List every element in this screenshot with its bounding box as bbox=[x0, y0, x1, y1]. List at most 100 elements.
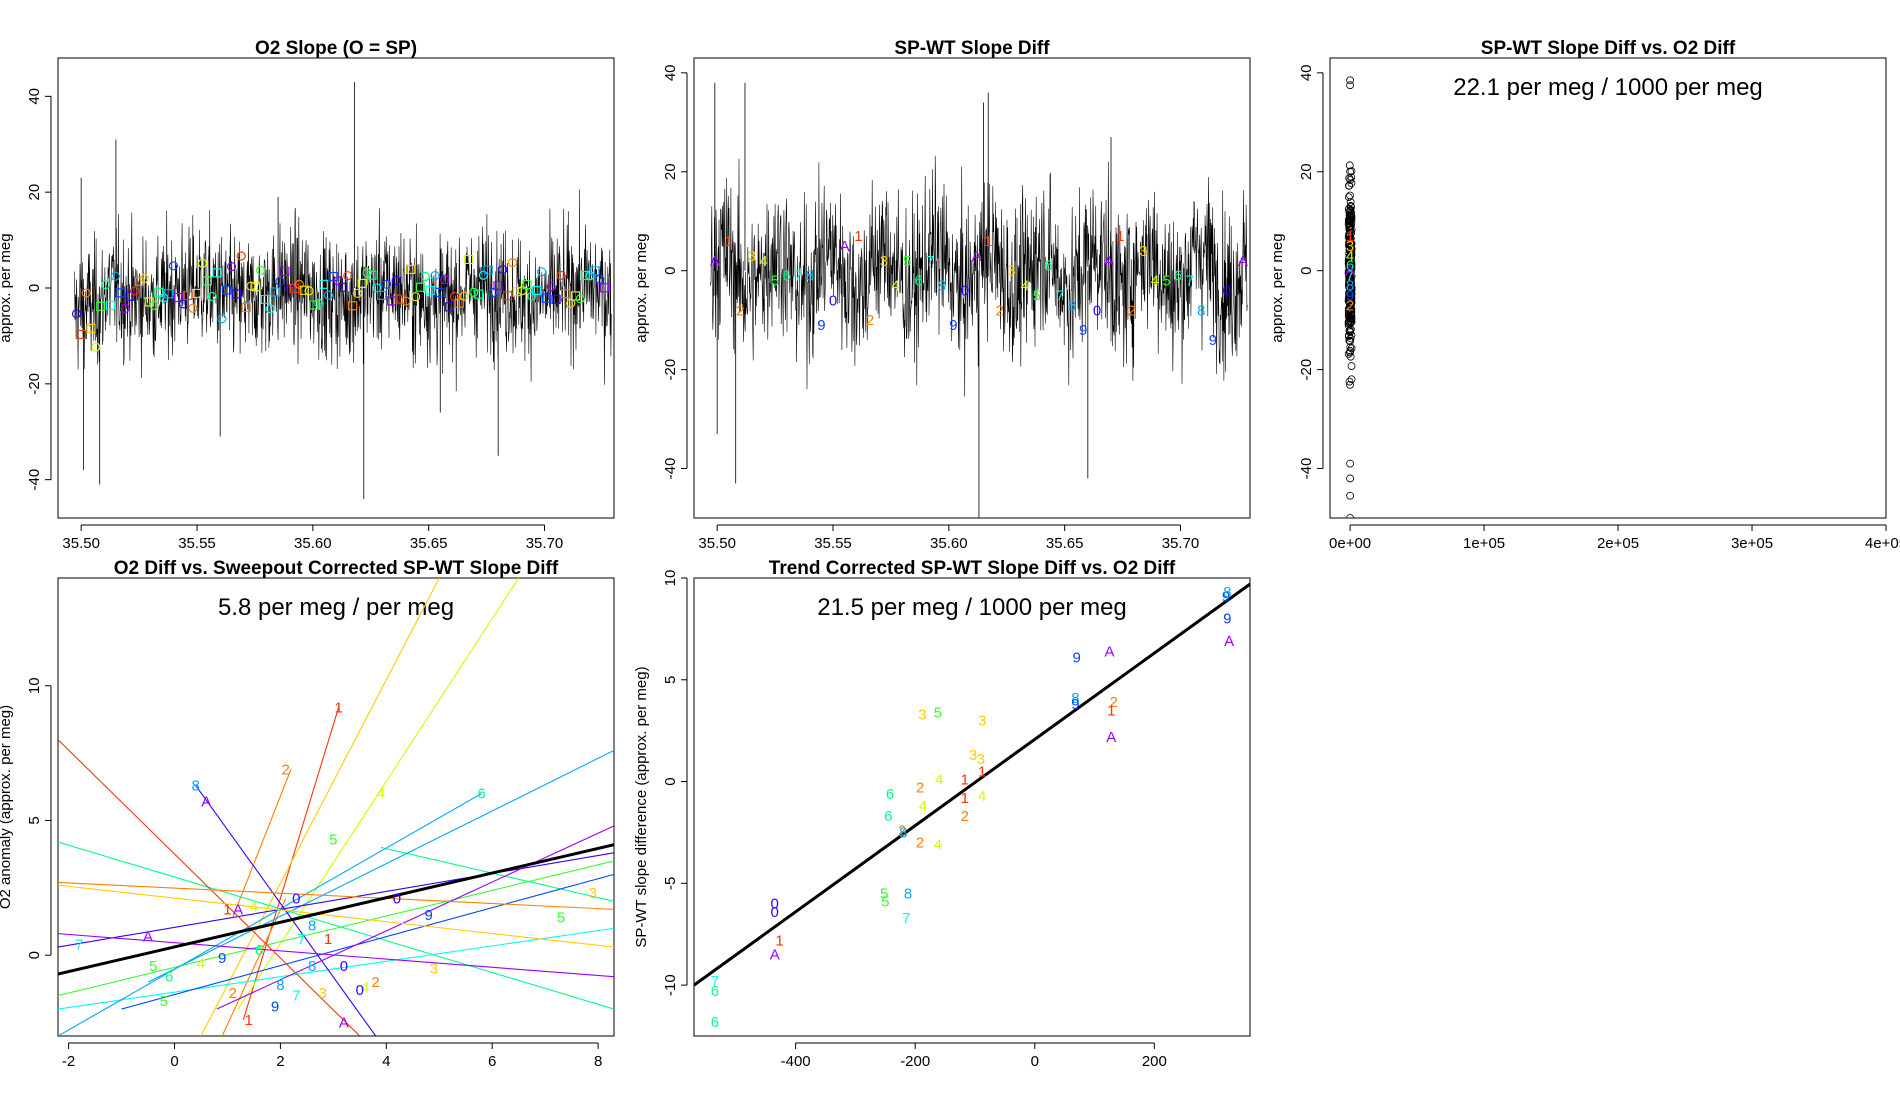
square-marker bbox=[503, 291, 513, 301]
square-marker bbox=[561, 289, 571, 299]
series-line bbox=[58, 739, 361, 1036]
point-label: A bbox=[770, 947, 780, 964]
fit-line bbox=[694, 582, 1250, 987]
square-marker bbox=[222, 285, 232, 295]
series-line bbox=[58, 841, 614, 1010]
point-label: 3 bbox=[319, 985, 327, 1002]
scatter-point bbox=[1344, 220, 1353, 229]
point-label: 8 bbox=[192, 777, 200, 794]
y-tick-label: 10 bbox=[662, 570, 679, 587]
scatter-point bbox=[1346, 317, 1355, 326]
x-axis: -400 -200 0 200 bbox=[781, 1042, 1167, 1070]
y-tick-label: 20 bbox=[26, 184, 43, 201]
square-marker bbox=[163, 289, 174, 299]
point-label: 3 bbox=[1346, 238, 1354, 255]
scatter-point bbox=[1345, 331, 1353, 340]
series-line bbox=[121, 873, 614, 1010]
square-marker bbox=[202, 276, 212, 286]
point-label: 1 bbox=[1346, 228, 1354, 245]
point-label: 2 bbox=[229, 985, 237, 1002]
circle-marker bbox=[207, 291, 217, 302]
square-marker bbox=[483, 265, 493, 275]
square-marker bbox=[260, 294, 271, 305]
point-label: 0 bbox=[356, 982, 364, 999]
point-label: 0 bbox=[393, 891, 401, 908]
point-label: 3 bbox=[977, 751, 985, 768]
x-tick-label: 35.55 bbox=[178, 535, 216, 552]
x-tick-label: -2 bbox=[62, 1053, 75, 1070]
chart-title: SP-WT Slope Diff vs. O2 Diff bbox=[1481, 38, 1736, 59]
plot-frame bbox=[693, 57, 1251, 519]
point-label: 0 bbox=[1223, 282, 1231, 299]
point-label: 6 bbox=[1044, 258, 1052, 275]
scatter-point bbox=[1345, 283, 1354, 291]
circle-marker bbox=[401, 296, 411, 306]
x-tick-label: -200 bbox=[900, 1053, 930, 1070]
x-tick-label: 2e+05 bbox=[1597, 535, 1639, 552]
square-marker bbox=[270, 287, 280, 297]
scatter-point bbox=[1345, 279, 1354, 288]
circle-marker bbox=[488, 287, 498, 298]
point-label: 7 bbox=[297, 931, 305, 948]
point-label: 9 bbox=[1223, 611, 1231, 628]
y-tick-label: -5 bbox=[662, 877, 679, 890]
x-tick-label: 200 bbox=[1142, 1053, 1167, 1070]
series-line bbox=[200, 578, 440, 1036]
circle-marker bbox=[381, 279, 392, 289]
point-label: 1 bbox=[961, 790, 969, 807]
x-axis: -2 0 2 4 6 8 bbox=[62, 1042, 602, 1070]
point-label: 2 bbox=[736, 302, 744, 319]
scatter-point bbox=[1346, 81, 1354, 90]
square-marker bbox=[425, 285, 435, 295]
x-tick-label: 0e+00 bbox=[1329, 535, 1371, 552]
panel-p5: Trend Corrected SP-WT Slope Diff vs. O2 … bbox=[633, 558, 1251, 1070]
plot-frame bbox=[1329, 57, 1887, 519]
y-tick-label: 5 bbox=[26, 816, 43, 824]
point-label: 7 bbox=[292, 988, 300, 1005]
x-tick-label: 0 bbox=[1031, 1053, 1039, 1070]
point-label: 5 bbox=[329, 831, 337, 848]
x-tick-label: 35.55 bbox=[814, 535, 852, 552]
point-label: 0 bbox=[771, 896, 779, 913]
point-label: 1 bbox=[725, 233, 733, 250]
scatter-point bbox=[1347, 294, 1356, 303]
square-marker bbox=[386, 296, 396, 306]
point-label: A bbox=[1238, 253, 1248, 270]
scatter-point bbox=[1346, 206, 1355, 214]
point-label: 6 bbox=[255, 942, 263, 959]
point-label: A bbox=[143, 928, 153, 945]
point-label: 6 bbox=[711, 983, 719, 1000]
point-label: 1 bbox=[961, 772, 969, 789]
point-label: 4 bbox=[891, 278, 899, 295]
scatter-point bbox=[1346, 242, 1355, 251]
series-line bbox=[237, 578, 520, 1010]
point-label: 5 bbox=[880, 886, 888, 903]
square-marker bbox=[96, 301, 106, 311]
square-marker bbox=[454, 298, 464, 308]
square-marker bbox=[532, 285, 542, 296]
point-label: 9 bbox=[1222, 588, 1230, 605]
point-label: 9 bbox=[817, 317, 825, 334]
scatter-point bbox=[1346, 257, 1355, 265]
circle-marker bbox=[420, 271, 430, 282]
point-label: 2 bbox=[866, 312, 874, 329]
x-tick-label: 35.65 bbox=[410, 535, 448, 552]
series-line bbox=[73, 189, 612, 392]
x-tick-label: 1e+05 bbox=[1463, 535, 1505, 552]
point-label: 8 bbox=[308, 918, 316, 935]
point-label: 6 bbox=[884, 808, 892, 825]
point-label: 9 bbox=[218, 950, 226, 967]
scatter-point bbox=[1345, 223, 1354, 232]
circle-marker bbox=[449, 291, 459, 302]
circle-marker bbox=[285, 284, 295, 294]
y-tick-label: 20 bbox=[662, 163, 679, 180]
square-marker bbox=[435, 287, 445, 297]
scatter-point bbox=[1345, 336, 1354, 345]
point-label: 5 bbox=[881, 894, 889, 911]
x-tick-label: 4e+05 bbox=[1865, 535, 1900, 552]
y-tick-label: 40 bbox=[26, 88, 43, 105]
point-label: 3 bbox=[1007, 263, 1015, 280]
square-marker bbox=[338, 282, 348, 292]
scatter-point bbox=[1344, 193, 1353, 201]
